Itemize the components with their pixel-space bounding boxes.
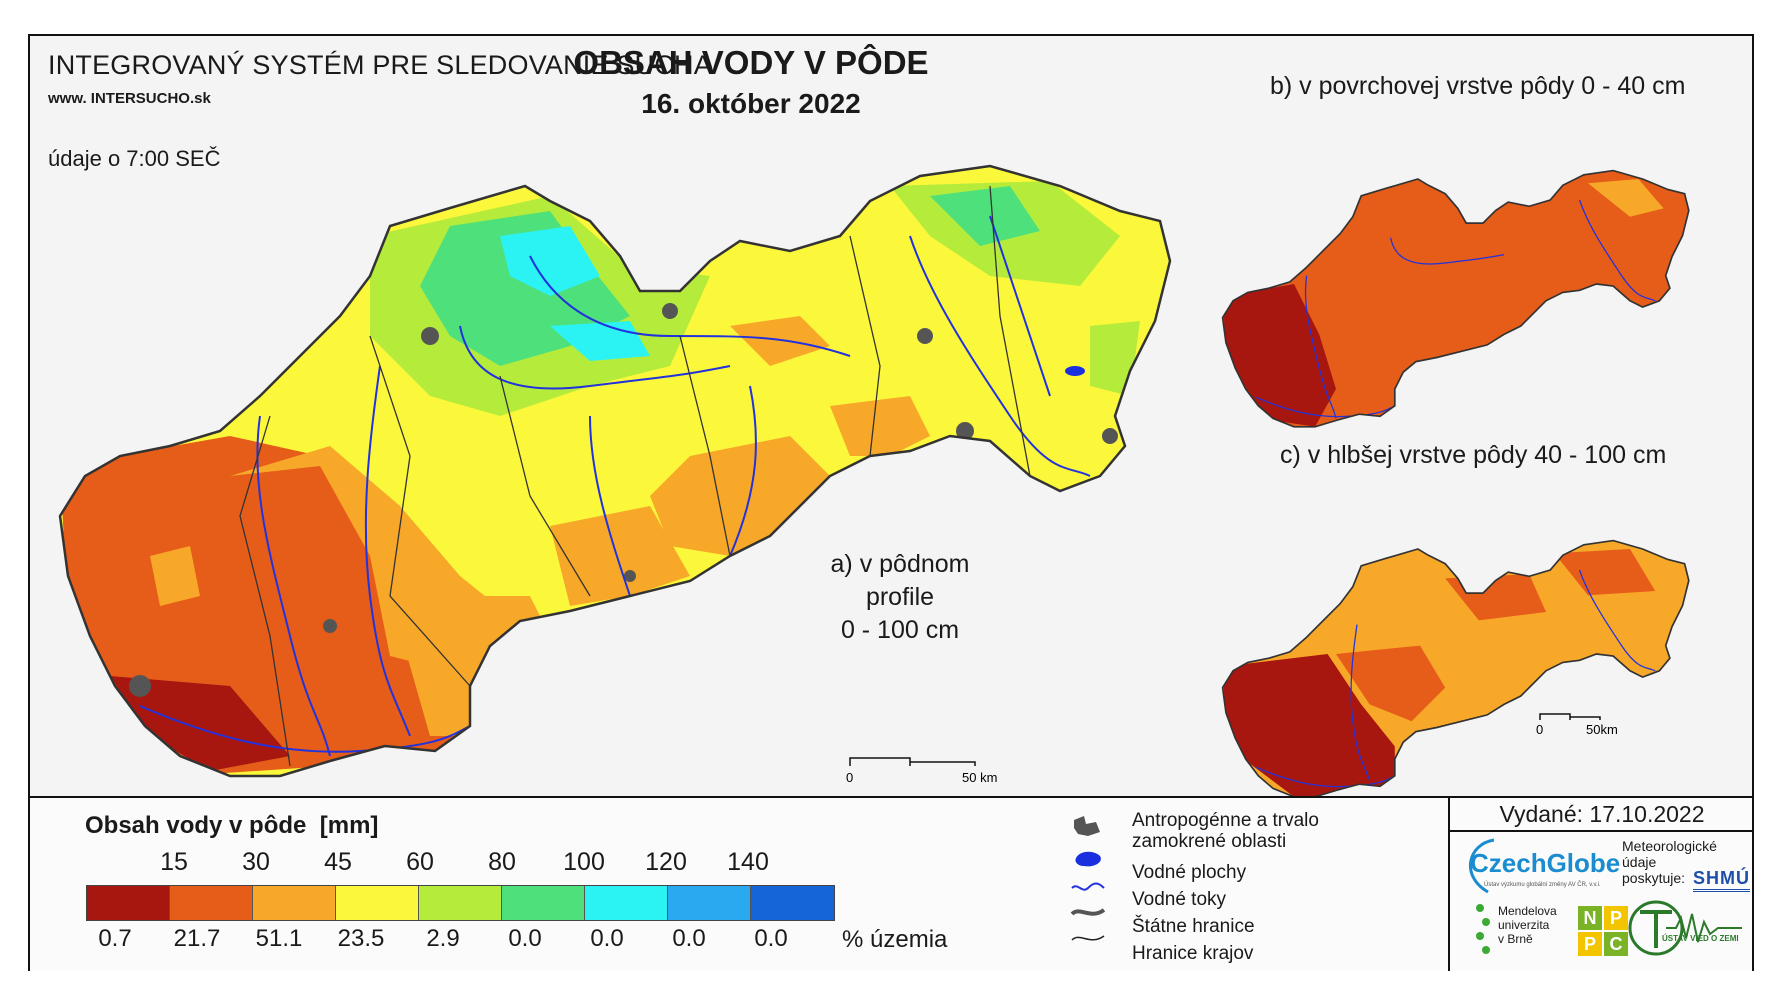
legend-pct-7: 0.0 bbox=[590, 925, 624, 952]
mendel-line3: v Brně bbox=[1498, 932, 1533, 946]
time-note: údaje o 7:00 SEČ bbox=[48, 146, 221, 171]
map-c bbox=[1221, 539, 1690, 796]
npc-logo: N P P C bbox=[1578, 906, 1628, 956]
legend-title-text: Obsah vody v pôde bbox=[85, 812, 307, 839]
czechglobe-arc-icon bbox=[1469, 838, 1495, 894]
key-water-streams: Vodné toky bbox=[1132, 889, 1227, 910]
legend-pct-6: 0.0 bbox=[508, 925, 542, 952]
url-mid: SUCHO bbox=[135, 90, 190, 107]
legend-threshold-2: 30 bbox=[242, 848, 270, 876]
legend-pct-4: 23.5 bbox=[337, 925, 385, 952]
map-c-label: c) v hlbšej vrstve pôdy 40 - 100 cm bbox=[1280, 441, 1667, 469]
map-c-scale-0: 0 bbox=[1536, 722, 1543, 737]
legend-class-5 bbox=[419, 886, 502, 920]
key-antropogenic-line1: Antropogénne a trvalo bbox=[1132, 810, 1319, 831]
legend-threshold-5: 80 bbox=[488, 848, 516, 876]
npc-letter-3: P bbox=[1578, 932, 1602, 956]
map-a-fill bbox=[60, 166, 1170, 776]
key-state-borders: Štátne hranice bbox=[1132, 916, 1255, 937]
legend-pct-9: 0.0 bbox=[754, 925, 788, 952]
legend-pct-5: 2.9 bbox=[426, 925, 460, 952]
key-antropogenic-line2: zamokrené oblasti bbox=[1132, 831, 1287, 852]
legend-class-1 bbox=[87, 886, 170, 920]
map-c-scale-50: 50km bbox=[1586, 722, 1618, 737]
map-frame: INTEGROVANÝ SYSTÉM PRE SLEDOVANIE SUCHA … bbox=[28, 34, 1754, 971]
legend-threshold-7: 120 bbox=[645, 848, 687, 876]
legend-threshold-4: 60 bbox=[406, 848, 434, 876]
legend-title: Obsah vody v pôde [mm] bbox=[85, 812, 378, 840]
key-antropogenic: Antropogénne a trvalo zamokrené oblasti bbox=[1132, 810, 1319, 852]
main-title-text: OBSAH VODY V PÔDE bbox=[573, 44, 929, 81]
mendel-line1: Mendelova bbox=[1498, 904, 1557, 918]
map-a-label: a) v pôdnom profile 0 - 100 cm bbox=[800, 548, 1000, 647]
legend-threshold-3: 45 bbox=[324, 848, 352, 876]
meteo-line2: údaje bbox=[1622, 854, 1657, 870]
legend-colorbar bbox=[86, 885, 835, 921]
antropogenic-area-icon bbox=[1074, 816, 1100, 836]
npc-letter-2: P bbox=[1604, 906, 1628, 930]
legend-class-8 bbox=[668, 886, 751, 920]
legend-pct-3: 51.1 bbox=[255, 925, 303, 952]
legend-area: Obsah vody v pôde [mm] 15 30 45 60 80 100 120 1… bbox=[30, 796, 1754, 971]
legend-unit: [mm] bbox=[319, 812, 379, 839]
water-body-icon bbox=[1075, 851, 1101, 867]
legend-class-4 bbox=[336, 886, 419, 920]
legend-class-3 bbox=[253, 886, 336, 920]
map-a-scale-0: 0 bbox=[846, 770, 853, 785]
npc-letter-1: N bbox=[1578, 906, 1602, 930]
legend-threshold-1: 15 bbox=[160, 848, 188, 876]
meteo-provider-note: Meteorologické údaje poskytuje: bbox=[1622, 838, 1717, 886]
legend-pct-1: 0.7 bbox=[98, 925, 132, 952]
legend-class-7 bbox=[585, 886, 668, 920]
issued-date: Vydané: 17.10.2022 bbox=[1448, 798, 1754, 832]
url-prefix: www. INTER bbox=[48, 90, 136, 107]
legend-pct-2: 21.7 bbox=[173, 925, 221, 952]
uvz-logo-text: ÚSTAV VIED O ZEMI bbox=[1662, 934, 1739, 943]
map-a: 0 50 km bbox=[58, 164, 1690, 796]
key-water-bodies: Vodné plochy bbox=[1132, 862, 1247, 883]
map-b bbox=[1221, 169, 1690, 428]
main-date: 16. október 2022 bbox=[30, 88, 1752, 120]
czechglobe-logo: CzechGlobe bbox=[1470, 848, 1621, 878]
mendel-dots-icon bbox=[1476, 904, 1490, 954]
legend-class-2 bbox=[170, 886, 253, 920]
map-c-scale-bar bbox=[1539, 713, 1601, 720]
legend-class-9 bbox=[751, 886, 834, 920]
main-title: OBSAH VODY V PÔDE bbox=[30, 44, 1752, 82]
state-border-icon bbox=[1070, 908, 1106, 916]
czechglobe-subtitle: Ústav výzkumu globální změny AV ČR, v.v.… bbox=[1484, 882, 1601, 888]
mendel-line2: univerzita bbox=[1498, 918, 1550, 932]
legend-threshold-6: 100 bbox=[563, 848, 605, 876]
key-region-borders: Hranice krajov bbox=[1132, 943, 1254, 964]
main-date-text: 16. október 2022 bbox=[641, 88, 861, 119]
map-b-label: b) v povrchovej vrstve pôdy 0 - 40 cm bbox=[1270, 72, 1686, 100]
map-a-label-line2: 0 - 100 cm bbox=[840, 616, 960, 644]
shmu-logo: SHMÚ bbox=[1693, 868, 1750, 892]
meteo-line3: poskytuje: bbox=[1622, 870, 1686, 886]
uvz-logo-icon bbox=[1628, 900, 1742, 956]
region-border-icon bbox=[1071, 935, 1105, 941]
map-area: INTEGROVANÝ SYSTÉM PRE SLEDOVANIE SUCHA … bbox=[30, 36, 1752, 796]
logos-panel: CzechGlobe Ústav výzkumu globální změny … bbox=[1448, 830, 1754, 971]
map-a-scale-50: 50 km bbox=[962, 770, 997, 785]
water-stream-icon bbox=[1071, 882, 1105, 891]
npc-letter-4: C bbox=[1604, 932, 1628, 956]
mendel-university-logo: Mendelova univerzita v Brně bbox=[1498, 904, 1557, 946]
legend-pct-label: % územia bbox=[842, 926, 948, 953]
legend-threshold-8: 140 bbox=[727, 848, 769, 876]
legend-class-6 bbox=[502, 886, 585, 920]
legend-pct-8: 0.0 bbox=[672, 925, 706, 952]
map-a-scale-bar bbox=[849, 757, 976, 766]
system-title: INTEGROVANÝ SYSTÉM PRE SLEDOVANIE SUCHA bbox=[48, 50, 712, 80]
url-suffix: .sk bbox=[189, 90, 211, 107]
symbol-key-icons bbox=[1070, 816, 1106, 941]
website-url[interactable]: www. INTERSUCHO.sk bbox=[48, 90, 211, 107]
map-a-label-line1: a) v pôdnom profile bbox=[830, 550, 970, 611]
meteo-line1: Meteorologické bbox=[1622, 838, 1717, 854]
